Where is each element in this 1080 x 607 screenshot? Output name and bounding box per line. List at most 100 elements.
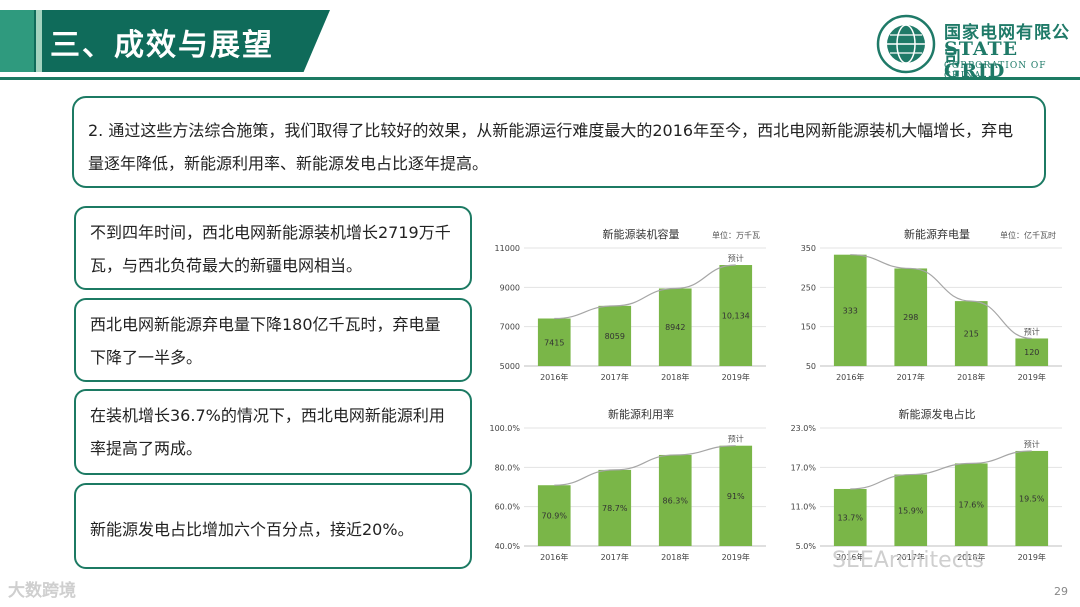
bar <box>598 469 632 546</box>
bar <box>658 288 692 366</box>
bar <box>954 463 988 546</box>
banner-stripe <box>0 10 34 72</box>
data-label: 333 <box>843 306 858 315</box>
y-tick-label: 40.0% <box>495 542 521 551</box>
data-label: 86.3% <box>663 496 689 505</box>
point-installed-capacity: 不到四年时间，西北电网新能源装机增长2719万千瓦，与西北负荷最大的新疆电网相当… <box>74 206 472 290</box>
logo-english-name: STATE GRID <box>944 38 1019 82</box>
data-label: 13.7% <box>838 513 864 522</box>
logo-chinese-name: 国家电网有限公司 <box>944 23 1070 68</box>
y-tick-label: 11000 <box>495 244 520 253</box>
y-tick-label: 5.0% <box>796 542 817 551</box>
x-tick-label: 2016年 <box>540 372 568 382</box>
data-label: 7415 <box>544 338 564 347</box>
y-tick-label: 100.0% <box>489 424 520 433</box>
data-label: 298 <box>903 313 918 322</box>
trend-line <box>554 445 736 486</box>
data-label: 120 <box>1024 348 1039 357</box>
data-label: 91% <box>727 492 745 501</box>
y-tick-label: 350 <box>801 244 816 253</box>
chart-installed-capacity: 新能源装机容量 单位：万千瓦 5000 7000 9000 11000 7415 2016年 8… <box>484 224 774 394</box>
x-tick-label: 2018年 <box>661 552 689 562</box>
bar <box>894 474 928 546</box>
chart-curtailment: 新能源弃电量 单位：亿千瓦时 50 150 250 350 333 2016年 298 2017年… <box>780 224 1070 394</box>
data-label: 8059 <box>605 332 625 341</box>
chart-curtailment-svg: 新能源弃电量 单位：亿千瓦时 50 150 250 350 333 2016年 298 2017年… <box>801 227 1062 382</box>
bar <box>537 318 571 366</box>
y-tick-label: 150 <box>801 323 816 332</box>
bar <box>894 268 928 366</box>
data-label: 10,134 <box>722 312 750 321</box>
chart-utilization-rate-svg: 新能源利用率 40.0% 60.0% 80.0% 100.0% 70.9% 2016年 78.… <box>489 407 766 562</box>
trend-line <box>850 450 1032 490</box>
y-tick-label: 17.0% <box>791 463 817 472</box>
y-tick-label: 60.0% <box>495 503 521 512</box>
x-tick-label: 2019年 <box>1018 552 1046 562</box>
y-tick-label: 7000 <box>500 323 520 332</box>
trend-line <box>554 264 736 320</box>
state-grid-logo: 国家电网有限公司 STATE GRID CORPORATION OF CHINA <box>876 14 1072 82</box>
globe-emblem-icon <box>876 14 936 74</box>
data-label: 15.9% <box>898 506 924 515</box>
data-label: 70.9% <box>542 512 568 521</box>
point-generation-share: 新能源发电占比增加六个百分点，接近20%。 <box>74 483 472 569</box>
x-tick-label: 2019年 <box>1018 372 1046 382</box>
x-tick-label: 2016年 <box>540 552 568 562</box>
y-tick-label: 11.0% <box>791 503 817 512</box>
x-tick-label: 2018年 <box>661 372 689 382</box>
x-tick-label: 2019年 <box>722 372 750 382</box>
bar <box>833 254 867 366</box>
y-tick-label: 80.0% <box>495 463 521 472</box>
point-utilization: 在装机增长36.7%的情况下，西北电网新能源利用率提高了两成。 <box>74 389 472 475</box>
chart-title: 新能源利用率 <box>608 407 674 421</box>
chart-title: 新能源装机容量 <box>603 227 680 241</box>
y-tick-label: 9000 <box>500 283 520 292</box>
data-label: 17.6% <box>959 501 985 510</box>
bar <box>954 301 988 366</box>
bar <box>719 445 753 546</box>
x-tick-label: 2017年 <box>897 552 925 562</box>
x-tick-label: 2018年 <box>957 372 985 382</box>
data-label: 19.5% <box>1019 494 1045 503</box>
data-label: 78.7% <box>602 504 628 513</box>
chart-title: 新能源弃电量 <box>904 227 970 241</box>
x-tick-label: 2017年 <box>601 552 629 562</box>
x-tick-label: 2016年 <box>836 372 864 382</box>
bar <box>1015 450 1049 546</box>
header-divider <box>0 77 1080 80</box>
forecast-label: 预计 <box>1024 439 1040 449</box>
watermark-left: 大数跨境 <box>8 581 76 601</box>
x-tick-label: 2017年 <box>601 372 629 382</box>
forecast-label: 预计 <box>1024 326 1040 336</box>
forecast-label: 预计 <box>728 253 744 263</box>
x-tick-label: 2018年 <box>957 552 985 562</box>
bar <box>658 454 692 546</box>
page-title: 三、成效与展望 <box>50 28 274 63</box>
x-tick-label: 2016年 <box>836 552 864 562</box>
data-label: 215 <box>964 330 979 339</box>
bar <box>719 265 753 366</box>
chart-installed-capacity-svg: 新能源装机容量 单位：万千瓦 5000 7000 9000 11000 7415 2016年 8… <box>495 227 766 382</box>
point-curtailment: 西北电网新能源弃电量下降180亿千瓦时，弃电量下降了一半多。 <box>74 298 472 382</box>
chart-title: 新能源发电占比 <box>899 407 976 421</box>
bar <box>1015 338 1049 366</box>
page-number: 29 <box>1054 585 1068 598</box>
banner-stripe-light <box>36 10 42 72</box>
chart-utilization-rate: 新能源利用率 40.0% 60.0% 80.0% 100.0% 70.9% 2016年 78.… <box>484 404 774 574</box>
trend-line <box>850 254 1032 340</box>
bar <box>833 488 867 546</box>
chart-generation-share-svg: 新能源发电占比 5.0% 11.0% 17.0% 23.0% 13.7% 2016年 15.9… <box>791 407 1062 562</box>
y-tick-label: 5000 <box>500 362 520 371</box>
y-tick-label: 50 <box>806 362 816 371</box>
chart-generation-share: 新能源发电占比 5.0% 11.0% 17.0% 23.0% 13.7% 2016年 15.9… <box>780 404 1070 574</box>
data-label: 8942 <box>665 323 685 332</box>
y-tick-label: 250 <box>801 283 816 292</box>
title-banner <box>0 10 330 72</box>
chart-unit-label: 单位：亿千瓦时 <box>1000 230 1056 240</box>
chart-unit-label: 单位：万千瓦 <box>712 230 760 240</box>
x-tick-label: 2017年 <box>897 372 925 382</box>
logo-subtitle: CORPORATION OF CHINA <box>944 61 1047 81</box>
watermark-right: SEEArchitects <box>832 548 984 573</box>
summary-text: 2. 通过这些方法综合施策，我们取得了比较好的效果，从新能源运行难度最大的201… <box>72 96 1046 188</box>
bar <box>537 485 571 546</box>
